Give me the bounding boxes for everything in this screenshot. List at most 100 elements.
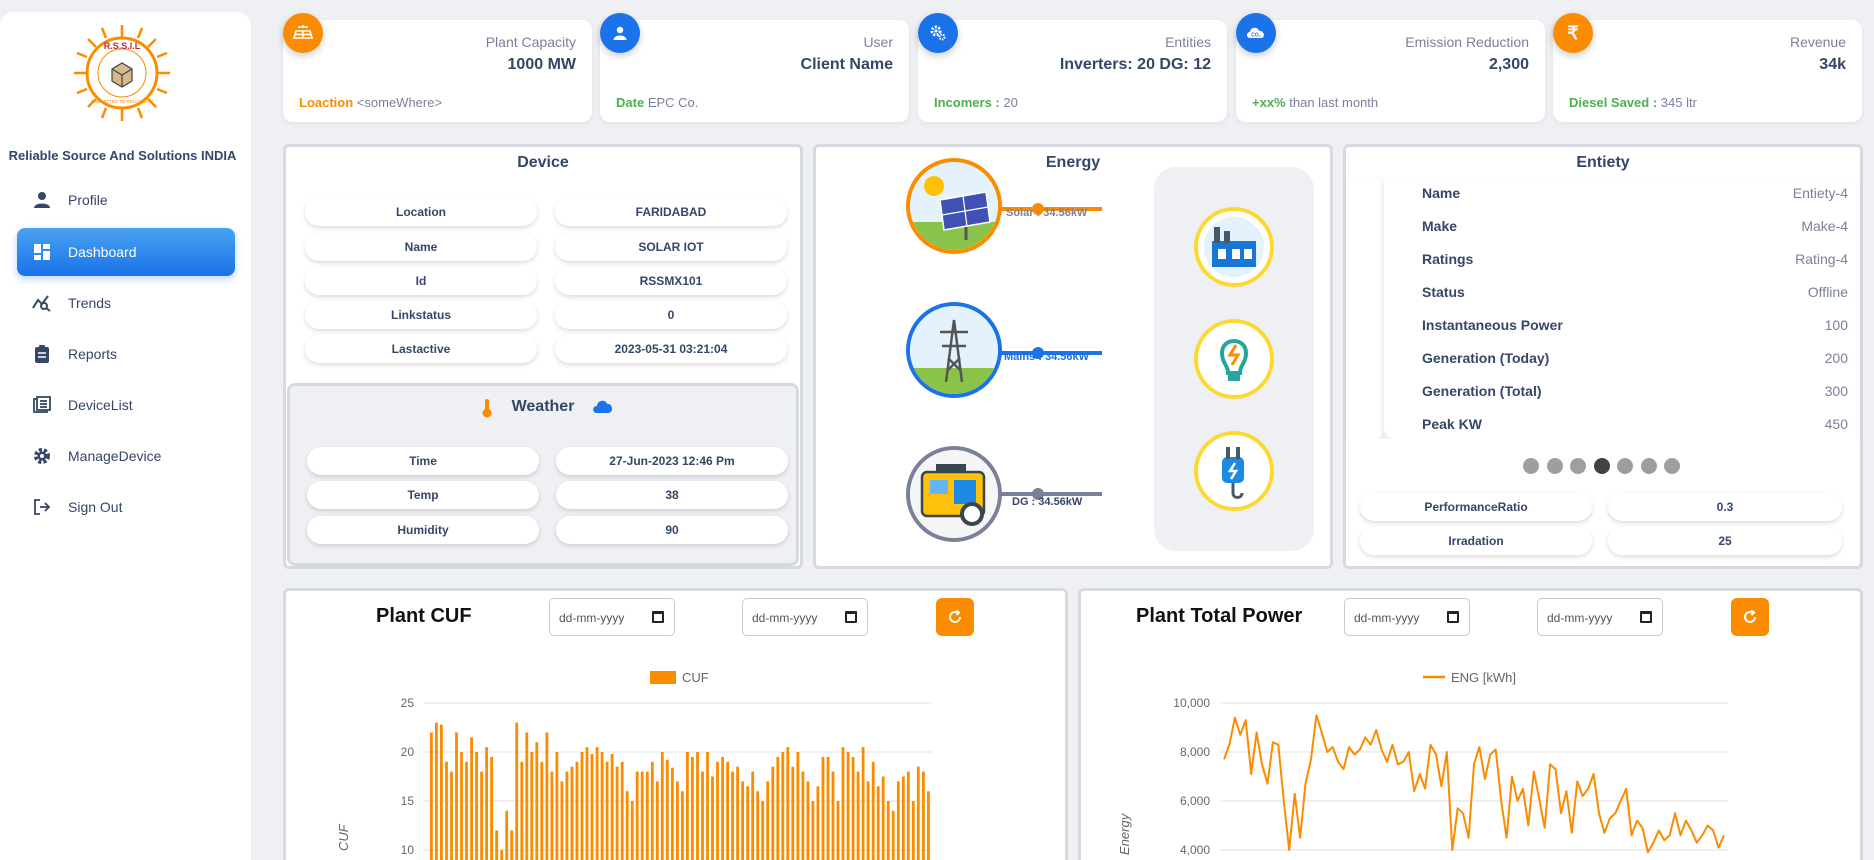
cuf-bar bbox=[605, 761, 609, 860]
list-icon bbox=[31, 394, 53, 416]
cuf-bar bbox=[470, 737, 473, 860]
stat-value: 2,300 bbox=[1488, 56, 1529, 73]
nav-devicelist[interactable]: DeviceList bbox=[17, 381, 235, 429]
dashboard-icon bbox=[31, 241, 53, 263]
nav-reports[interactable]: Reports bbox=[17, 330, 235, 378]
device-title: Device bbox=[517, 154, 569, 171]
cuf-bar bbox=[841, 747, 845, 860]
thermometer-icon bbox=[480, 398, 494, 418]
stat-card-revenue: Revenue 34k Diesel Saved : 345 ltr bbox=[1553, 20, 1862, 122]
device-key: Location bbox=[305, 198, 537, 226]
nav-managedevice[interactable]: ManageDevice bbox=[17, 432, 235, 480]
entity-panel: Entiety Name Entiety-4 Make Make-4 Ratings… bbox=[1343, 144, 1863, 569]
cuf-bar-chart: 25 20 15 10 CUF CUF bbox=[336, 670, 932, 860]
cuf-refresh-button[interactable] bbox=[936, 598, 974, 636]
mains-label: Mains : 34.56kW bbox=[1004, 351, 1089, 363]
weather-key: Temp bbox=[307, 481, 539, 509]
cuf-bar bbox=[701, 771, 704, 860]
carousel-dot[interactable] bbox=[1547, 458, 1563, 474]
cuf-bar bbox=[801, 771, 805, 860]
power-end-date-input[interactable]: dd-mm-yyyy bbox=[1537, 598, 1663, 636]
cuf-start-date-input[interactable]: dd-mm-yyyy bbox=[549, 598, 675, 636]
nav-signout[interactable]: Sign Out bbox=[17, 483, 235, 531]
carousel-prev-slide[interactable] bbox=[1346, 179, 1384, 439]
gears-icon bbox=[918, 13, 958, 53]
nav-label: Dashboard bbox=[68, 244, 137, 260]
refresh-icon bbox=[949, 610, 961, 623]
cuf-bar bbox=[500, 850, 504, 860]
weather-value: 90 bbox=[556, 516, 788, 544]
cuf-bar bbox=[635, 771, 639, 860]
power-start-date-input[interactable]: dd-mm-yyyy bbox=[1344, 598, 1470, 636]
energy-series-line bbox=[1223, 714, 1725, 854]
stat-footer: +xx% than last month bbox=[1252, 95, 1379, 110]
cuf-bar bbox=[525, 732, 529, 860]
weather-panel: Weather Time 27-Jun-2023 12:46 Pm Temp 3… bbox=[287, 383, 799, 566]
power-chart-title: Plant Total Power bbox=[1136, 605, 1303, 627]
carousel-dot[interactable] bbox=[1570, 458, 1586, 474]
cuf-bar bbox=[886, 801, 890, 860]
cuf-bar bbox=[896, 781, 900, 860]
cuf-bar bbox=[535, 742, 539, 860]
cuf-bar bbox=[796, 752, 800, 860]
power-refresh-button[interactable] bbox=[1731, 598, 1769, 636]
user-icon bbox=[600, 13, 640, 53]
trends-icon bbox=[31, 292, 53, 314]
device-value: 2023-05-31 03:21:04 bbox=[555, 335, 787, 363]
solar-panel-icon bbox=[283, 13, 323, 53]
mains-flow-line bbox=[1000, 351, 1102, 355]
cuf-bar bbox=[761, 801, 765, 860]
cuf-bar bbox=[655, 781, 659, 860]
nav-trends[interactable]: Trends bbox=[17, 279, 235, 327]
factory-icon bbox=[1194, 207, 1274, 287]
cuf-bar bbox=[650, 761, 654, 860]
cloud-icon bbox=[592, 398, 614, 416]
cuf-bar bbox=[706, 752, 709, 860]
cuf-end-date-input[interactable]: dd-mm-yyyy bbox=[742, 598, 868, 636]
device-key: Id bbox=[305, 267, 537, 295]
cuf-bar bbox=[520, 761, 524, 860]
cuf-bar bbox=[620, 761, 624, 860]
y-tick-label: 15 bbox=[401, 794, 415, 808]
cuf-bar bbox=[600, 752, 604, 860]
stat-footer: Loaction <someWhere> bbox=[299, 95, 443, 110]
carousel-dot[interactable] bbox=[1523, 458, 1539, 474]
nav-profile[interactable]: Profile bbox=[17, 176, 235, 224]
bulb-icon bbox=[1194, 319, 1274, 399]
rupee-icon: ₹ bbox=[1553, 13, 1593, 53]
carousel-dot[interactable] bbox=[1664, 458, 1680, 474]
y-tick-label: 10,000 bbox=[1173, 696, 1210, 710]
entity-extra-key: Irradation bbox=[1360, 527, 1592, 555]
nav-label: Profile bbox=[68, 192, 108, 208]
stat-value: Inverters: 20 DG: 12 bbox=[1059, 56, 1211, 73]
logout-icon bbox=[31, 496, 53, 518]
weather-value: 38 bbox=[556, 481, 788, 509]
calendar-icon bbox=[1447, 611, 1459, 623]
cuf-bar bbox=[726, 761, 729, 860]
y-tick-label: 8,000 bbox=[1180, 745, 1210, 759]
cuf-bar bbox=[736, 766, 739, 860]
carousel-dot-active[interactable] bbox=[1594, 458, 1610, 474]
cuf-bar bbox=[495, 830, 499, 860]
carousel-dot[interactable] bbox=[1617, 458, 1633, 474]
legend-label: ENG [kWh] bbox=[1451, 670, 1516, 685]
y-axis-label: CUF bbox=[336, 823, 351, 851]
cuf-bar bbox=[786, 747, 790, 860]
carousel-dot[interactable] bbox=[1641, 458, 1657, 474]
consumer-column bbox=[1154, 167, 1314, 551]
stat-title: User bbox=[863, 34, 893, 50]
entity-row: Ratings Rating-4 bbox=[1422, 251, 1848, 267]
cuf-bar bbox=[630, 801, 634, 860]
nav-dashboard[interactable]: Dashboard bbox=[17, 228, 235, 276]
cuf-bar bbox=[686, 752, 689, 860]
energy-title: Energy bbox=[1045, 154, 1101, 171]
device-key: Lastactive bbox=[305, 335, 537, 363]
cuf-bar bbox=[911, 801, 915, 860]
cuf-bar bbox=[480, 771, 483, 860]
cuf-bar bbox=[590, 754, 594, 860]
weather-title: Weather bbox=[511, 398, 575, 415]
solar-label: Solar : 34.56kW bbox=[1006, 207, 1088, 219]
cuf-bar bbox=[460, 752, 463, 860]
cuf-bar bbox=[891, 810, 895, 860]
cuf-bar bbox=[731, 771, 734, 860]
